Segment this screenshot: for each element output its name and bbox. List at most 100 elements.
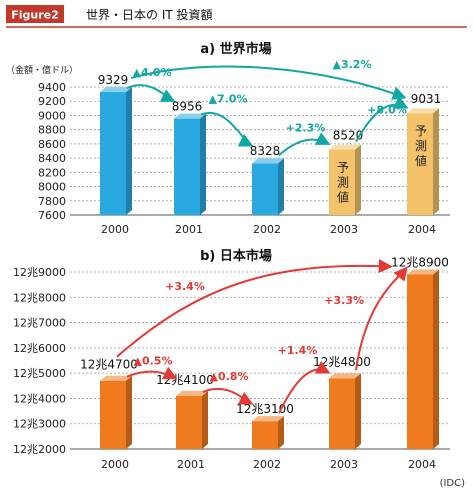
growth-label: +2.3% (286, 122, 326, 135)
y-tick-label: 12兆5000 (13, 367, 66, 380)
growth-arrow (355, 266, 408, 371)
growth-arrow (355, 95, 409, 143)
growth-label: ▲0.8% (210, 370, 249, 383)
y-tick-label: 12兆3000 (13, 418, 66, 431)
forecast-label-char: 予 (337, 161, 349, 175)
y-tick-label: 8400 (38, 152, 66, 165)
x-tick-label: 2001 (175, 223, 203, 236)
value-label: 12兆4100 (156, 373, 214, 387)
chart-a-unit-label: （金額・億ドル） (6, 64, 78, 76)
bar-front (100, 380, 126, 449)
bar-side (126, 87, 132, 215)
bar-2001 (174, 113, 206, 215)
bar-2004 (407, 269, 439, 449)
y-tick-label: 7600 (38, 209, 66, 222)
y-tick-label: 9400 (38, 81, 66, 94)
growth-arrow (278, 360, 331, 414)
x-tick-label: 2002 (253, 223, 281, 236)
bar-front (252, 421, 278, 449)
bar-top (100, 87, 132, 93)
bar-side (200, 113, 206, 215)
value-label: 9329 (98, 73, 129, 87)
bar-front (407, 113, 433, 215)
bar-front (329, 149, 355, 215)
y-tick-label: 12兆6000 (13, 342, 66, 355)
value-label: 12兆8900 (391, 256, 449, 270)
bar-front (176, 395, 202, 449)
growth-arrow (130, 65, 407, 100)
x-tick-label: 2000 (101, 458, 129, 471)
x-tick-label: 2003 (330, 458, 358, 471)
bar-side (433, 269, 439, 449)
value-label: 8520 (333, 129, 364, 143)
value-label: 12兆4800 (313, 355, 371, 369)
bar-front (174, 118, 200, 215)
y-tick-label: 12兆2000 (13, 443, 66, 456)
bar-side (355, 144, 361, 215)
x-tick-label: 2002 (253, 458, 281, 471)
forecast-label-char: 測 (337, 176, 349, 190)
x-tick-label: 2004 (408, 223, 436, 236)
bar-top (100, 375, 132, 381)
bar-front (407, 274, 433, 449)
bar-top (252, 416, 284, 422)
bar-side (433, 108, 439, 215)
bar-2001 (176, 390, 208, 449)
chart-a-title: a) 世界市場 (200, 41, 271, 57)
bar-top (407, 269, 439, 275)
figure-title: 世界・日本の IT 投資額 (86, 7, 213, 22)
growth-arrow (200, 111, 254, 147)
growth-label: ▲0.5% (134, 355, 173, 368)
bar-2004 (407, 108, 439, 215)
bar-side (355, 373, 361, 449)
x-tick-label: 2001 (177, 458, 205, 471)
growth-label: +8.0% (367, 104, 407, 117)
bar-2002 (252, 416, 284, 449)
growth-label: ▲3.2% (333, 58, 372, 71)
growth-arrow (126, 84, 176, 102)
bar-top (174, 113, 206, 119)
bar-top (176, 390, 208, 396)
y-tick-label: 8000 (38, 181, 66, 194)
y-tick-label: 8600 (38, 138, 66, 151)
growth-arrow (278, 132, 331, 156)
growth-arrow (126, 366, 178, 380)
y-tick-label: 12兆4000 (13, 392, 66, 405)
y-tick-label: 7800 (38, 195, 66, 208)
bar-2000 (100, 375, 132, 449)
growth-label: +1.4% (278, 344, 318, 357)
bar-top (329, 144, 361, 150)
bar-2000 (100, 87, 132, 215)
value-label: 12兆4700 (80, 358, 138, 372)
bar-side (126, 375, 132, 449)
growth-label: +3.4% (165, 280, 205, 293)
y-tick-label: 8200 (38, 166, 66, 179)
y-tick-label: 12兆8000 (13, 291, 66, 304)
x-tick-label: 2003 (330, 223, 358, 236)
chart-b-title: b) 日本市場 (200, 248, 272, 264)
bar-side (278, 158, 284, 215)
forecast-label-char: 値 (337, 190, 349, 205)
bar-front (252, 163, 278, 215)
y-tick-label: 8800 (38, 124, 66, 137)
value-label: 8956 (172, 100, 203, 114)
y-tick-label: 9000 (38, 109, 66, 122)
bar-front (100, 92, 126, 215)
value-label: 8328 (250, 144, 281, 158)
value-label: 9031 (411, 92, 442, 106)
source-label: (IDC) (440, 478, 466, 489)
bar-side (202, 390, 208, 449)
value-label: 12兆3100 (236, 402, 294, 416)
x-tick-label: 2000 (101, 223, 129, 236)
bar-top (407, 108, 439, 114)
y-tick-label: 12兆7000 (13, 317, 66, 330)
growth-arrow (202, 387, 254, 405)
bar-top (252, 158, 284, 164)
forecast-label-char: 値 (415, 153, 427, 168)
figure-badge-bg (6, 5, 64, 23)
bar-2002 (252, 158, 284, 215)
growth-arrow (116, 259, 393, 358)
chart-b: 12兆2000 12兆3000 12兆4000 12兆5000 12兆6000 12兆70… (13, 256, 450, 471)
